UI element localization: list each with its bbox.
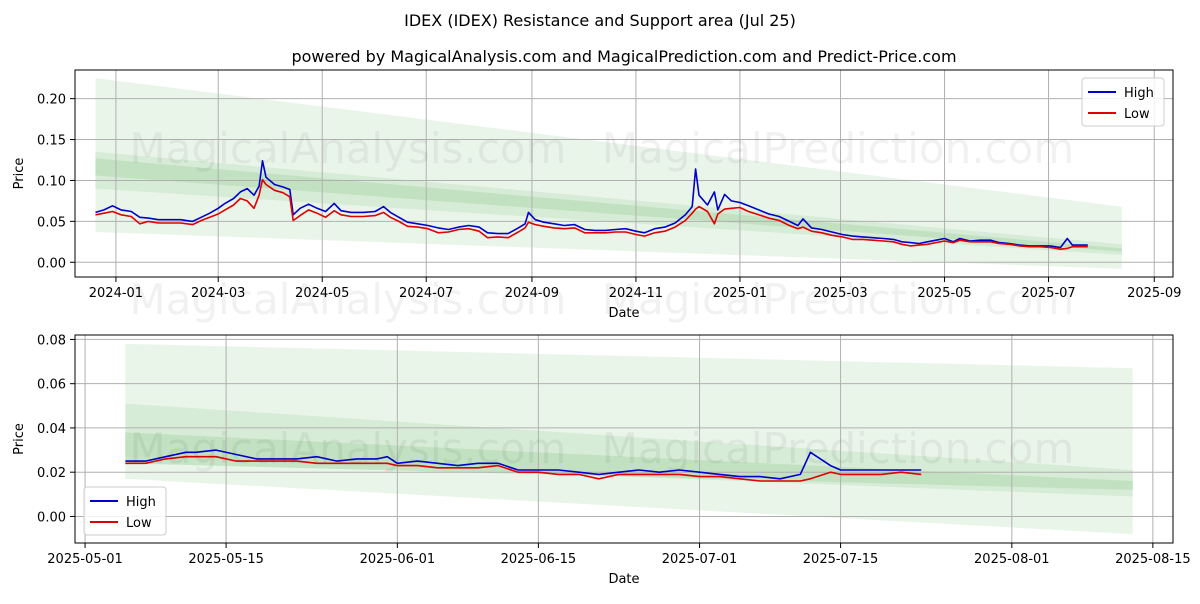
y-axis-label: Price bbox=[12, 423, 27, 455]
series-line-low bbox=[125, 455, 922, 482]
legend: High Low bbox=[1081, 77, 1165, 127]
watermark-right-top: MagicalPrediction.com bbox=[602, 124, 1075, 173]
bottom-panel: 2025-05-01 2025-05-15 2025-06-01 2025-06-15… bbox=[12, 333, 1191, 587]
y-tick-label: 0.06 bbox=[37, 378, 66, 393]
y-tick-label: 0.05 bbox=[37, 215, 66, 230]
x-tick-label: 2025-06-15 bbox=[501, 552, 577, 567]
legend-label-high: High bbox=[126, 495, 156, 510]
y-tick-label: 0.00 bbox=[37, 510, 66, 525]
x-tick-label: 2024-03 bbox=[191, 286, 245, 301]
y-tick-label: 0.02 bbox=[37, 466, 66, 481]
legend-label-low: Low bbox=[1124, 107, 1150, 122]
x-tick-label: 2025-05-01 bbox=[47, 552, 123, 567]
chart-subtitle: powered by MagicalAnalysis.com and Magic… bbox=[291, 47, 956, 66]
watermark-left-mid: MagicalAnalysis.com bbox=[130, 275, 567, 324]
legend: High Low bbox=[83, 486, 167, 536]
y-axis-label: Price bbox=[12, 158, 27, 190]
x-tick-label: 2025-05 bbox=[917, 286, 971, 301]
x-tick-label: 2025-03 bbox=[813, 286, 867, 301]
x-tick-label: 2025-07-15 bbox=[803, 552, 879, 567]
x-tick-label: 2025-01 bbox=[713, 286, 767, 301]
x-tick-label: 2025-09 bbox=[1127, 286, 1181, 301]
y-tick-label: 0.20 bbox=[37, 93, 66, 108]
legend-label-high: High bbox=[1124, 86, 1154, 101]
series-line-high bbox=[125, 449, 922, 480]
x-tick-label: 2024-09 bbox=[505, 286, 559, 301]
x-axis-label: Date bbox=[608, 306, 639, 321]
x-tick-label: 2025-08-15 bbox=[1115, 552, 1191, 567]
x-tick-label: 2025-05-15 bbox=[188, 552, 264, 567]
y-tick-label: 0.08 bbox=[37, 333, 66, 348]
legend-label-low: Low bbox=[126, 516, 152, 531]
band-group bbox=[125, 343, 1133, 535]
series-line-low bbox=[95, 178, 1088, 250]
watermark-right-bottom: MagicalPrediction.com bbox=[602, 424, 1075, 473]
series-line-high bbox=[95, 160, 1088, 249]
chart-title: IDEX (IDEX) Resistance and Support area … bbox=[404, 11, 796, 30]
x-tick-label: 2025-08-01 bbox=[974, 552, 1050, 567]
y-tick-label: 0.15 bbox=[37, 134, 66, 149]
watermark-left-top: MagicalAnalysis.com bbox=[130, 124, 567, 173]
x-tick-label: 2024-11 bbox=[609, 286, 663, 301]
x-axis-label: Date bbox=[608, 572, 639, 587]
axes-frame bbox=[74, 334, 1174, 544]
x-tick-label: 2024-05 bbox=[295, 286, 349, 301]
x-tick-label: 2025-07-01 bbox=[662, 552, 738, 567]
band-inner bbox=[125, 432, 1133, 490]
grid-lines bbox=[75, 335, 1173, 543]
y-tick-label: 0.04 bbox=[37, 422, 66, 437]
series-group bbox=[95, 160, 1088, 250]
top-panel: 2024-01 2024-03 2024-05 2024-07 2024-09 2024-… bbox=[12, 69, 1181, 321]
x-tick-label: 2024-07 bbox=[399, 286, 453, 301]
y-tick-label: 0.00 bbox=[37, 256, 66, 271]
axes-frame bbox=[74, 69, 1174, 278]
x-tick-label: 2024-01 bbox=[89, 286, 143, 301]
x-tick-label: 2025-06-01 bbox=[360, 552, 436, 567]
watermark-right-mid: MagicalPrediction.com bbox=[602, 275, 1075, 324]
x-tick-label: 2025-07 bbox=[1021, 286, 1075, 301]
y-tick-label: 0.10 bbox=[37, 174, 66, 189]
watermark-left-bottom: MagicalAnalysis.com bbox=[130, 424, 567, 473]
band-inner bbox=[95, 158, 1122, 252]
series-group bbox=[125, 449, 922, 482]
